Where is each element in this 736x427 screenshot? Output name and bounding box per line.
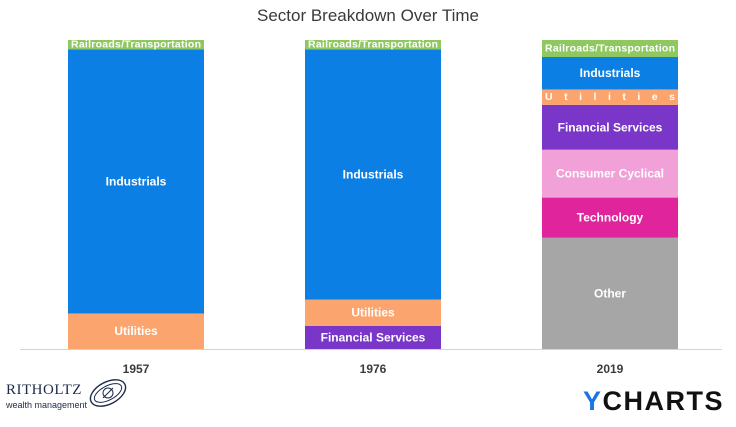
- segment-label-2019-utilities: Utilities: [545, 91, 675, 103]
- bar-segment-2019-technology: [542, 197, 678, 238]
- bar-segment-1957-utilities: [68, 313, 204, 349]
- category-label-1957: 1957: [123, 362, 150, 376]
- category-label-1976: 1976: [360, 362, 387, 376]
- segment-label-1957-railroads-transportation: Railroads/Transportation: [71, 39, 201, 51]
- ritholtz-emblem-icon: [89, 379, 127, 407]
- segment-label-2019-financial-services: Financial Services: [558, 120, 663, 134]
- bar-segment-2019-utilities: [542, 89, 678, 105]
- ritholtz-name: RITHOLTZ: [6, 382, 82, 398]
- bar-segment-1976-utilities: [305, 299, 441, 326]
- segment-label-1976-industrials: Industrials: [343, 167, 404, 181]
- bar-segment-1976-railroads-transportation: [305, 40, 441, 50]
- segment-label-1976-utilities: Utilities: [351, 306, 395, 320]
- segment-label-2019-other: Other: [594, 286, 626, 300]
- bar-segment-2019-industrials: [542, 57, 678, 90]
- ritholtz-tagline: wealth management: [6, 400, 88, 410]
- segment-label-2019-technology: Technology: [577, 211, 644, 225]
- chart-title: Sector Breakdown Over Time: [256, 6, 480, 25]
- bar-segment-1976-industrials: [305, 49, 441, 300]
- segment-label-1957-utilities: Utilities: [114, 324, 158, 338]
- bar-segment-2019-railroads-transportation: [542, 40, 678, 57]
- ritholtz-logo: RITHOLTZ wealth management: [6, 372, 136, 422]
- bar-segment-1957-industrials: [68, 49, 204, 314]
- ycharts-y-mark: Y: [582, 386, 603, 416]
- segment-label-2019-industrials: Industrials: [580, 66, 641, 80]
- segment-label-1976-financial-services: Financial Services: [321, 330, 426, 344]
- bar-segment-1957-railroads-transportation: [68, 40, 204, 50]
- ycharts-logo: YCHARTS: [583, 386, 724, 417]
- bar-segment-2019-consumer-cyclical: [542, 149, 678, 198]
- bar-segment-2019-financial-services: [542, 104, 678, 150]
- segment-label-1957-industrials: Industrials: [106, 174, 167, 188]
- category-label-2019: 2019: [597, 362, 624, 376]
- bar-segment-2019-other: [542, 237, 678, 349]
- segment-label-2019-consumer-cyclical: Consumer Cyclical: [556, 167, 664, 181]
- bar-segment-1976-financial-services: [305, 325, 441, 349]
- segment-label-1976-railroads-transportation: Railroads/Transportation: [308, 39, 438, 51]
- segment-label-2019-railroads-transportation: Railroads/Transportation: [545, 43, 675, 55]
- ycharts-wordmark: CHARTS: [602, 386, 724, 416]
